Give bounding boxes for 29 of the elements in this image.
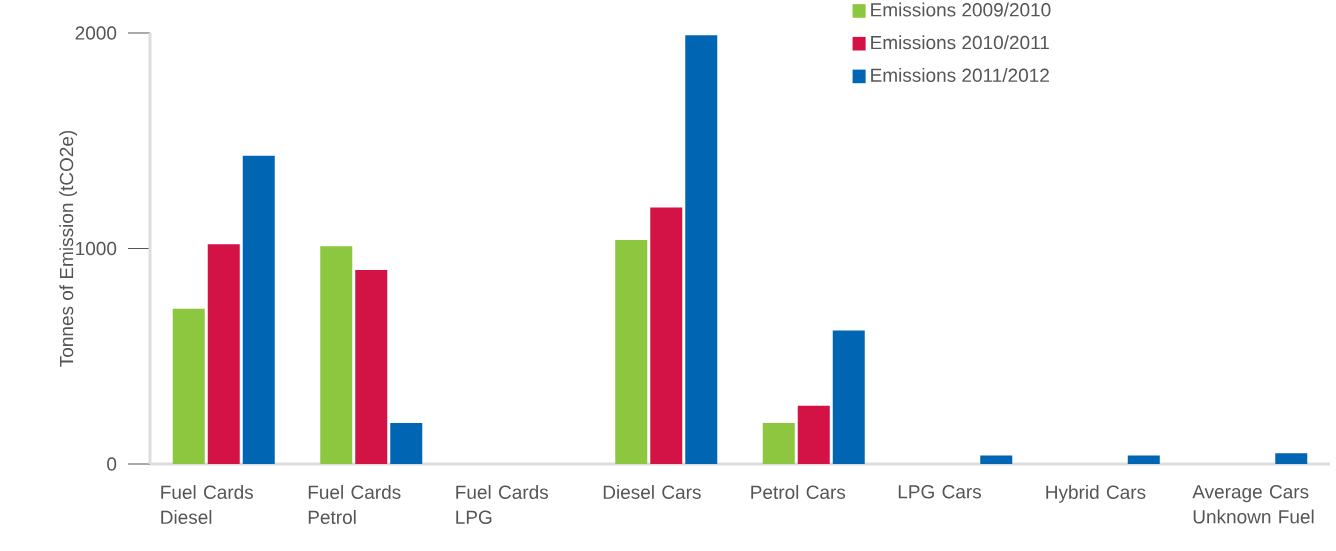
x-tick-label: Petrol Cars <box>751 485 846 499</box>
bar <box>1127 455 1160 464</box>
bar <box>685 35 718 464</box>
legend-label: Emissions 2011/2012 <box>871 68 1049 82</box>
x-tick-label: Fuel Cards Diesel <box>161 485 254 524</box>
bar <box>650 207 683 464</box>
legend-label: Emissions 2009/2010 <box>871 2 1051 17</box>
x-tick-label: LPG Cars <box>898 485 982 499</box>
y-tick-label: 0 <box>107 457 117 471</box>
bar <box>797 405 830 464</box>
bar <box>980 455 1013 464</box>
bar <box>355 270 388 464</box>
bar <box>207 244 240 464</box>
bar <box>615 239 648 464</box>
legend-label: Emissions 2010/2011 <box>871 35 1049 50</box>
bar <box>832 330 865 464</box>
bar <box>390 423 423 464</box>
x-tick-label: Fuel Cards LPG <box>456 485 549 524</box>
x-tick-label: Diesel Cars <box>603 485 701 499</box>
x-tick-label: Average Cars Unknown Fuel <box>1192 485 1314 524</box>
bar <box>1275 453 1308 464</box>
y-tick-label: 1000 <box>76 241 117 256</box>
bar <box>320 246 353 464</box>
y-tick-label: 2000 <box>75 26 117 40</box>
x-tick-label: Fuel Cards Petrol <box>308 485 401 524</box>
x-tick-label: Hybrid Cars <box>1046 485 1146 503</box>
bar <box>172 308 205 464</box>
bar <box>242 155 275 464</box>
bar <box>762 423 795 464</box>
